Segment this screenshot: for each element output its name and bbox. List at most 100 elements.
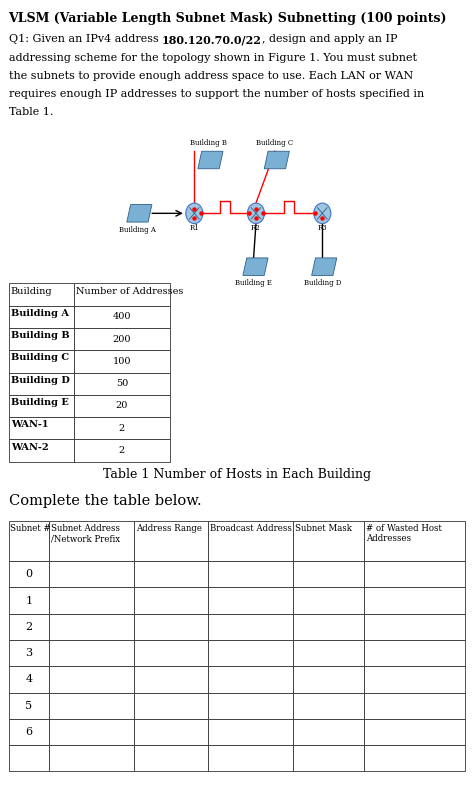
Bar bbox=[9, 350, 74, 373]
Text: 400: 400 bbox=[112, 312, 131, 322]
Bar bbox=[293, 521, 364, 561]
Text: R3: R3 bbox=[318, 224, 327, 232]
Bar bbox=[293, 640, 364, 666]
Bar bbox=[9, 640, 49, 666]
Bar bbox=[208, 521, 293, 561]
Text: 3: 3 bbox=[25, 648, 32, 658]
Bar bbox=[74, 395, 170, 417]
Bar bbox=[134, 614, 208, 640]
Text: 2: 2 bbox=[25, 622, 32, 632]
Text: 2: 2 bbox=[118, 446, 125, 455]
Text: # of Wasted Host
Addresses: # of Wasted Host Addresses bbox=[366, 524, 442, 543]
Bar bbox=[49, 640, 134, 666]
Bar bbox=[9, 745, 49, 771]
Bar bbox=[134, 561, 208, 587]
Polygon shape bbox=[127, 205, 152, 222]
Text: addressing scheme for the topology shown in Figure 1. You must subnet: addressing scheme for the topology shown… bbox=[9, 53, 417, 63]
Bar bbox=[9, 693, 49, 719]
Bar bbox=[49, 521, 134, 561]
Text: Address Range: Address Range bbox=[136, 524, 201, 533]
Text: 2: 2 bbox=[118, 423, 125, 433]
Bar bbox=[9, 521, 49, 561]
Bar bbox=[134, 693, 208, 719]
Bar bbox=[364, 561, 465, 587]
Text: 0: 0 bbox=[25, 569, 32, 579]
Text: 4: 4 bbox=[25, 674, 32, 685]
Bar bbox=[293, 561, 364, 587]
Text: 180.120.70.0/22: 180.120.70.0/22 bbox=[162, 34, 262, 45]
Text: requires enough IP addresses to support the number of hosts specified in: requires enough IP addresses to support … bbox=[9, 89, 424, 100]
Bar bbox=[9, 587, 49, 614]
Text: Building E: Building E bbox=[235, 279, 272, 287]
Bar bbox=[134, 745, 208, 771]
Text: Building: Building bbox=[11, 287, 53, 295]
Text: Broadcast Address: Broadcast Address bbox=[210, 524, 292, 533]
Text: the subnets to provide enough address space to use. Each LAN or WAN: the subnets to provide enough address sp… bbox=[9, 71, 413, 81]
Text: Number of Addresses: Number of Addresses bbox=[76, 287, 184, 295]
Bar bbox=[49, 719, 134, 745]
Polygon shape bbox=[312, 258, 337, 275]
Text: Building B: Building B bbox=[190, 139, 227, 147]
Text: VLSM (Variable Length Subnet Mask) Subnetting (100 points): VLSM (Variable Length Subnet Mask) Subne… bbox=[9, 12, 447, 25]
Bar bbox=[364, 719, 465, 745]
Bar bbox=[74, 306, 170, 328]
Bar bbox=[364, 693, 465, 719]
Bar bbox=[364, 640, 465, 666]
Bar bbox=[9, 373, 74, 395]
Bar bbox=[134, 719, 208, 745]
Bar bbox=[134, 640, 208, 666]
Bar bbox=[9, 328, 74, 350]
Text: 50: 50 bbox=[116, 379, 128, 388]
Text: Building A: Building A bbox=[11, 309, 69, 318]
FancyBboxPatch shape bbox=[0, 130, 474, 277]
Bar bbox=[293, 587, 364, 614]
Text: 1: 1 bbox=[25, 595, 32, 606]
Text: WAN-2: WAN-2 bbox=[11, 443, 48, 451]
Text: 100: 100 bbox=[112, 357, 131, 366]
Bar bbox=[9, 283, 74, 306]
Polygon shape bbox=[243, 258, 268, 275]
Bar bbox=[208, 640, 293, 666]
Text: Building C: Building C bbox=[256, 139, 293, 147]
Text: , design and apply an IP: , design and apply an IP bbox=[262, 34, 397, 45]
Bar bbox=[293, 745, 364, 771]
Bar bbox=[208, 561, 293, 587]
Text: Q1: Given an IPv4 address: Q1: Given an IPv4 address bbox=[9, 34, 162, 45]
Bar bbox=[364, 614, 465, 640]
Bar bbox=[74, 328, 170, 350]
Text: Table 1 Number of Hosts in Each Building: Table 1 Number of Hosts in Each Building bbox=[103, 468, 371, 481]
Text: Building A: Building A bbox=[119, 226, 156, 234]
Text: Building E: Building E bbox=[11, 398, 69, 407]
Bar bbox=[208, 745, 293, 771]
Text: R2: R2 bbox=[251, 224, 261, 232]
Bar bbox=[9, 417, 74, 439]
Bar bbox=[293, 614, 364, 640]
Text: Building D: Building D bbox=[11, 376, 70, 384]
Bar bbox=[74, 417, 170, 439]
Bar bbox=[9, 439, 74, 462]
Text: Subnet #: Subnet # bbox=[10, 524, 51, 533]
Bar bbox=[49, 745, 134, 771]
Text: Subnet Mask: Subnet Mask bbox=[295, 524, 352, 533]
Bar bbox=[49, 614, 134, 640]
Polygon shape bbox=[264, 151, 289, 169]
Bar bbox=[364, 666, 465, 693]
Bar bbox=[293, 719, 364, 745]
Bar bbox=[134, 587, 208, 614]
Bar bbox=[74, 373, 170, 395]
Bar bbox=[364, 745, 465, 771]
Text: WAN-1: WAN-1 bbox=[11, 420, 48, 429]
Bar bbox=[208, 719, 293, 745]
Bar bbox=[134, 521, 208, 561]
Bar bbox=[364, 521, 465, 561]
Bar bbox=[208, 693, 293, 719]
Text: Subnet Address
/Network Prefix: Subnet Address /Network Prefix bbox=[51, 524, 120, 543]
Bar bbox=[9, 666, 49, 693]
Text: Building C: Building C bbox=[11, 353, 69, 362]
Bar bbox=[49, 561, 134, 587]
Text: 6: 6 bbox=[25, 727, 32, 737]
Bar bbox=[9, 306, 74, 328]
Bar bbox=[49, 693, 134, 719]
Bar bbox=[74, 283, 170, 306]
Ellipse shape bbox=[186, 203, 203, 224]
